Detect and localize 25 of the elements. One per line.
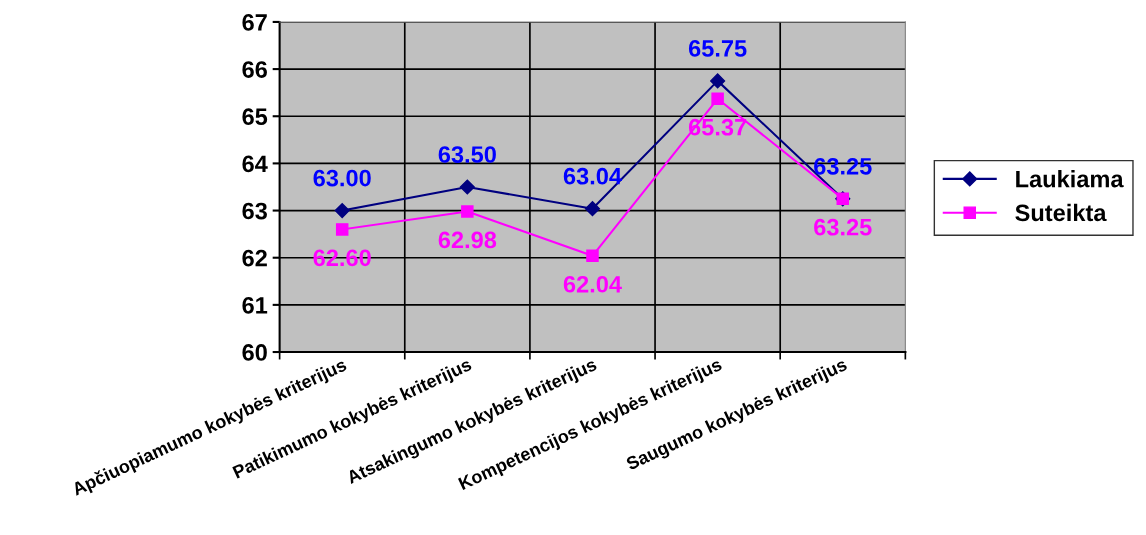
point — [586, 249, 599, 263]
point — [335, 223, 349, 236]
y-tick-label: 63 — [242, 202, 267, 220]
y-tick-label: 67 — [242, 14, 267, 31]
legend-label: Laukiama — [1016, 170, 1124, 188]
data-label: 63.25 — [814, 218, 872, 236]
y-tick-label: 61 — [242, 296, 268, 314]
point — [710, 73, 726, 89]
data-label: 63.50 — [438, 146, 496, 163]
point — [711, 92, 724, 106]
point — [459, 179, 475, 195]
point — [461, 205, 474, 218]
data-label: 63.04 — [563, 167, 622, 185]
data-label: 62.98 — [438, 231, 497, 249]
data-label: 62.04 — [563, 275, 622, 293]
y-tick-label: 65 — [242, 108, 268, 126]
y-tick-label: 60 — [242, 344, 267, 361]
data-label: 65.75 — [688, 40, 747, 57]
y-tick-label: 64 — [242, 155, 268, 173]
legend-label: Suteikta — [1015, 203, 1107, 222]
y-tick-label: 66 — [242, 61, 267, 78]
point — [584, 201, 601, 217]
data-label: 63.00 — [313, 169, 371, 187]
y-tick-label: 62 — [242, 249, 267, 267]
point — [334, 202, 350, 219]
